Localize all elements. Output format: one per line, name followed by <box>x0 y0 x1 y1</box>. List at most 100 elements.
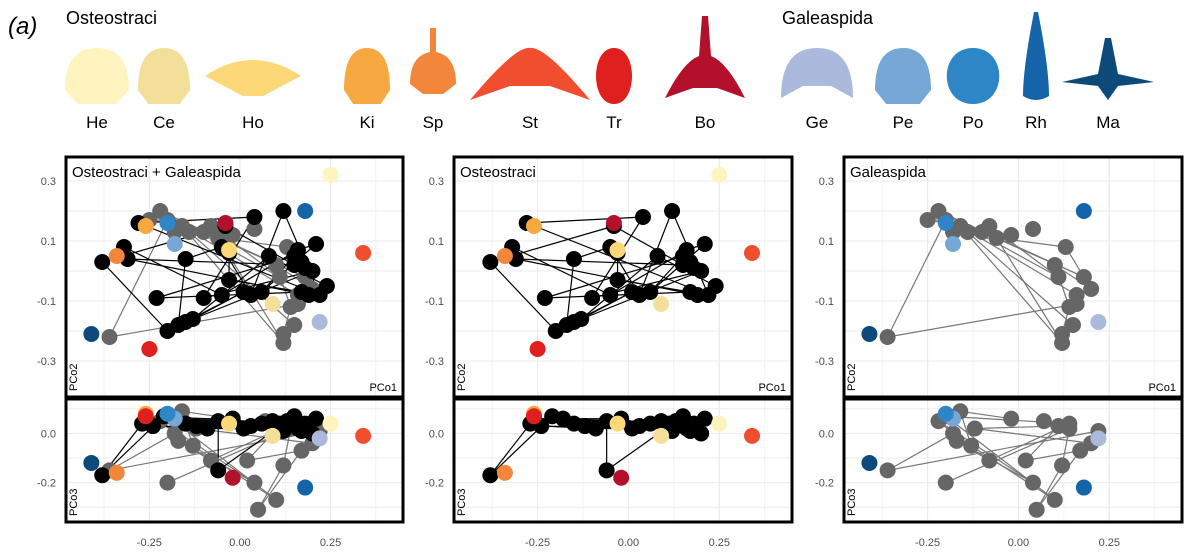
panel-label: (a) <box>8 13 37 40</box>
galeaspida-point <box>1024 221 1041 237</box>
branch-line <box>967 231 1074 326</box>
branch-line <box>887 430 1099 471</box>
osteostraci-point <box>184 311 201 327</box>
osteostraci-point <box>598 462 615 479</box>
y-tick-label: -0.1 <box>815 296 834 308</box>
galeaspida-point <box>184 437 201 454</box>
taxon-point-ho <box>609 242 626 258</box>
taxon-code-label: Po <box>963 113 984 132</box>
taxon-point-pe <box>945 236 962 252</box>
galeaspida-point <box>879 329 896 345</box>
panel-title: Osteostraci <box>460 164 536 181</box>
branch-line <box>257 450 303 511</box>
galeaspida-point <box>879 462 896 479</box>
osteostraci-point <box>700 287 717 303</box>
taxon-point-sp <box>496 248 513 264</box>
galeaspida-point <box>981 452 998 469</box>
taxon-point-ki <box>525 218 542 234</box>
branch-line <box>109 303 299 338</box>
galeaspida-point <box>966 420 983 437</box>
taxon-point-st <box>744 245 761 261</box>
y-tick-label: -0.1 <box>425 296 444 308</box>
y-axis-label: PCo2 <box>846 363 858 391</box>
panel-frame <box>452 155 794 399</box>
taxon-point-pe <box>166 236 183 252</box>
pco2-plot-galea: 0.3 0.1 -0.1 -0.3 PCo2 PCo1 Galeaspida <box>815 155 1184 399</box>
y-tick-label: 0.0 <box>429 428 444 440</box>
x-tick-label: -0.25 <box>525 537 550 549</box>
galeaspida-point <box>1024 474 1041 491</box>
silhouette-shape <box>596 48 632 104</box>
branch-line <box>489 261 557 332</box>
pco2-plot-osteo: 0.3 0.1 -0.1 -0.3 PCo2 PCo1 Osteostraci <box>425 155 794 399</box>
galeaspida-point <box>271 269 288 285</box>
taxon-point-ce <box>653 427 670 444</box>
galeaspida-point <box>1054 335 1071 351</box>
branch-line <box>613 225 684 266</box>
taxon-point-rh <box>297 203 314 219</box>
branch-line <box>489 423 531 476</box>
galeaspida-point <box>1075 269 1092 285</box>
y-tick-label: 0.1 <box>429 236 444 248</box>
silhouette-ho: Ho <box>205 60 301 132</box>
group-label-osteostraci: Osteostraci <box>66 8 157 28</box>
galeaspida-point <box>1054 457 1071 474</box>
osteostraci-point <box>289 242 306 258</box>
taxon-point-rh <box>1075 479 1092 496</box>
osteostraci-point <box>148 290 165 306</box>
silhouette-shape <box>470 47 590 100</box>
taxon-code-label: Bo <box>695 113 716 132</box>
x-tick-label: -0.25 <box>137 537 162 549</box>
pco3-plot-osteo: 0.0 -0.2 PCo3 -0.25 0.00 0.25 <box>425 397 794 549</box>
pco2-plot-both: 0.3 0.1 -0.1 -0.3 PCo2 PCo1 Osteostraci + Gale… <box>37 155 405 399</box>
galeaspida-point <box>1046 491 1063 508</box>
galeaspida-point <box>1064 317 1081 333</box>
taxon-point-ho <box>221 415 238 432</box>
silhouette-st: St <box>470 47 590 132</box>
taxon-point-ho <box>609 415 626 432</box>
branch-line <box>974 427 1092 444</box>
silhouette-he: He <box>65 48 129 132</box>
taxon-code-label: Ma <box>1096 113 1120 132</box>
taxon-point-ma <box>83 326 100 342</box>
branch-line <box>109 432 176 471</box>
branch-line <box>945 427 1070 484</box>
y-axis-label: PCo3 <box>456 488 468 516</box>
x-tick-label: 0.00 <box>1008 537 1029 549</box>
galeaspida-point <box>1050 269 1067 285</box>
y-tick-label: 0.3 <box>429 176 444 188</box>
taxon-point-sp <box>108 248 125 264</box>
osteostraci-point <box>696 236 713 252</box>
galeaspida-point <box>1028 501 1045 518</box>
osteostraci-point <box>94 467 111 484</box>
y-tick-label: 0.3 <box>819 176 834 188</box>
taxon-point-he <box>711 415 728 432</box>
osteostraci-point <box>308 410 325 427</box>
osteostraci-point <box>649 248 666 264</box>
taxon-point-po <box>937 215 954 231</box>
osteostraci-point <box>624 420 641 437</box>
taxon-code-label: Ki <box>359 113 374 132</box>
branch-line <box>108 219 168 338</box>
x-tick-label: 0.00 <box>229 537 250 549</box>
silhouette-shape <box>781 48 853 98</box>
osteostraci-point <box>482 254 499 270</box>
silhouette-shape <box>205 60 301 96</box>
silhouette-ce: Ce <box>138 48 190 132</box>
y-tick-label: -0.2 <box>37 478 56 490</box>
taxon-point-rh <box>1075 203 1092 219</box>
galeaspida-point <box>1083 281 1100 297</box>
branch-line <box>526 216 644 224</box>
group-label-galeaspida: Galeaspida <box>782 8 874 28</box>
osteostraci-point <box>297 260 314 276</box>
branch-line <box>1036 465 1063 510</box>
x-tick-label: -0.25 <box>915 537 940 549</box>
galeaspida-point <box>1061 299 1078 315</box>
osteostraci-point <box>573 311 590 327</box>
panel-frame <box>842 155 1184 399</box>
galeaspida-point <box>246 474 263 491</box>
osteostraci-point <box>275 203 292 219</box>
taxon-point-ge <box>311 314 328 330</box>
osteostraci-point <box>609 272 626 288</box>
